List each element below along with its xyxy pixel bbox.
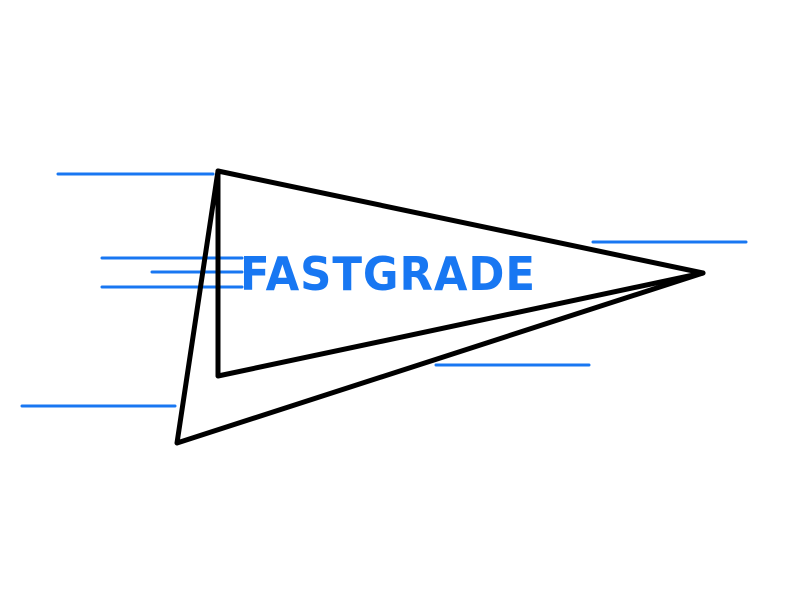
speed-lines bbox=[20, 172, 748, 408]
pennant-front-shape bbox=[215, 168, 706, 379]
pennant-back-shape bbox=[174, 168, 706, 446]
wordmark-text: FASTGRADE bbox=[240, 247, 536, 301]
paper-plane-pennant-icon bbox=[174, 168, 706, 446]
